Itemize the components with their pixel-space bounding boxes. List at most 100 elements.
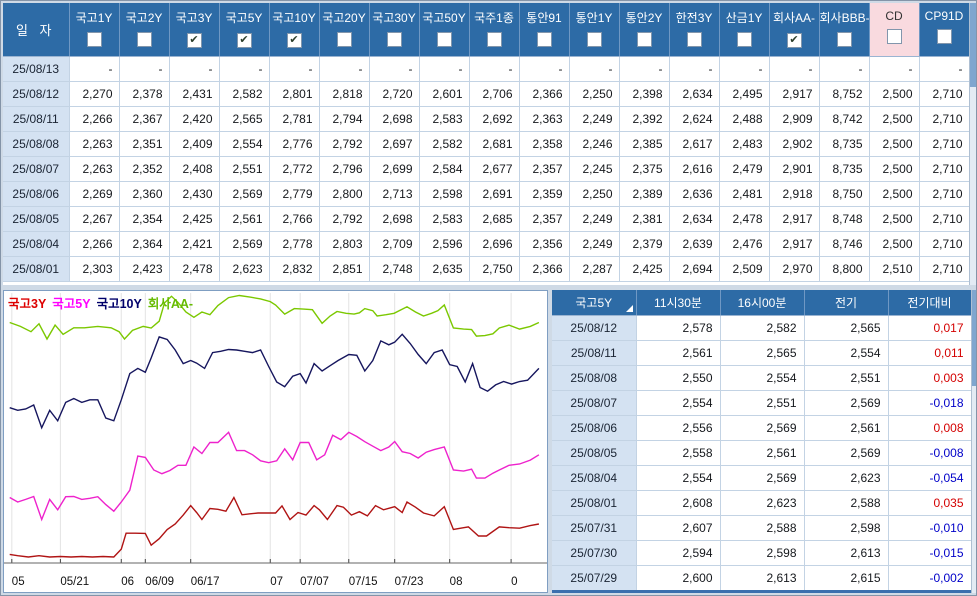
detail-row[interactable]: 25/08/12 2,578 2,582 2,565 0,017 [552, 315, 972, 341]
column-checkbox[interactable] [536, 32, 552, 47]
main-table-scrollbar[interactable] [969, 3, 976, 285]
column-checkbox[interactable]: ✔ [186, 33, 202, 48]
detail-row[interactable]: 25/07/30 2,594 2,598 2,613 -0,015 [552, 540, 972, 566]
column-header[interactable]: CP91D [919, 3, 970, 57]
detail-cell-diff: -0,015 [888, 540, 972, 566]
column-checkbox[interactable]: ✔ [286, 33, 302, 48]
cell-value: 2,582 [419, 131, 470, 157]
column-header[interactable]: 산금1Y [719, 3, 770, 57]
column-header[interactable]: 통안91 [519, 3, 570, 57]
cell-value: 2,750 [469, 256, 520, 282]
column-header[interactable]: 국고5Y ✔ [219, 3, 270, 57]
detail-cell-prev: 2,569 [804, 390, 889, 416]
detail-row[interactable]: 25/08/07 2,554 2,551 2,569 -0,018 [552, 390, 972, 416]
row-date: 25/08/06 [3, 181, 70, 207]
detail-cell-prev: 2,613 [804, 540, 889, 566]
detail-table-scrollbar[interactable] [971, 290, 976, 593]
date-column-header: 일 자 [3, 3, 70, 57]
detail-column-header[interactable]: 16시00분 [720, 290, 805, 316]
cell-value: 2,509 [719, 256, 770, 282]
row-date: 25/08/08 [3, 131, 70, 157]
column-header[interactable]: 국고1Y [69, 3, 120, 57]
column-header[interactable]: 국고3Y ✔ [169, 3, 220, 57]
cell-value: 2,582 [219, 81, 270, 107]
column-checkbox[interactable] [686, 32, 702, 47]
detail-column-header[interactable]: 전기대비 [888, 290, 972, 316]
table-row[interactable]: 25/08/04 2,266 2,364 2,421 2,569 2,778 2,803 2,… [3, 231, 970, 257]
table-row[interactable]: 25/08/01 2,303 2,423 2,478 2,623 2,832 2,851 2,… [3, 256, 970, 282]
detail-row[interactable]: 25/08/08 2,550 2,554 2,551 0,003 [552, 365, 972, 391]
column-checkbox[interactable] [386, 32, 402, 47]
detail-row[interactable]: 25/07/31 2,607 2,588 2,598 -0,010 [552, 515, 972, 541]
column-checkbox[interactable] [586, 32, 602, 47]
column-checkbox[interactable] [136, 32, 152, 47]
cell-value: 2,583 [419, 106, 470, 132]
x-tick-label: 07/07 [300, 576, 329, 588]
cell-value: 2,710 [919, 156, 970, 182]
cell-value: 2,378 [119, 81, 170, 107]
table-row[interactable]: 25/08/08 2,263 2,351 2,409 2,554 2,776 2,792 2,… [3, 131, 970, 157]
cell-value: - [169, 56, 220, 82]
table-row[interactable]: 25/08/13- - - - - - - - - - - - - - - - - - [3, 56, 970, 82]
column-header[interactable]: 회사AA- ✔ [769, 3, 820, 57]
column-checkbox[interactable] [336, 32, 352, 47]
detail-row[interactable]: 25/08/05 2,558 2,561 2,569 -0,008 [552, 440, 972, 466]
column-checkbox[interactable]: ✔ [786, 33, 802, 48]
column-checkbox[interactable]: ✔ [236, 33, 252, 48]
column-header[interactable]: 회사BBB- [819, 3, 870, 57]
table-row[interactable]: 25/08/07 2,263 2,352 2,408 2,551 2,772 2,796 2,… [3, 156, 970, 182]
cell-value: 2,360 [119, 181, 170, 207]
column-header[interactable]: 국고20Y [319, 3, 370, 57]
cell-value: - [819, 56, 870, 82]
table-row[interactable]: 25/08/12 2,270 2,378 2,431 2,582 2,801 2,818 2,… [3, 81, 970, 107]
table-row[interactable]: 25/08/11 2,266 2,367 2,420 2,565 2,781 2,794 2,… [3, 106, 970, 132]
detail-cell-prev: 2,588 [804, 490, 889, 516]
column-header[interactable]: 통안2Y [619, 3, 670, 57]
cell-value: 2,500 [869, 156, 920, 182]
detail-column-header[interactable]: 전기 [804, 290, 889, 316]
legend-item: 회사AA- [147, 297, 194, 311]
detail-cell-1600: 2,598 [720, 540, 805, 566]
detail-cell-diff: 0,017 [888, 315, 972, 341]
main-table-scrollbar-thumb[interactable] [970, 3, 976, 87]
column-header[interactable]: 국주1종 [469, 3, 520, 57]
main-table-body: 25/08/13- - - - - - - - - - - - - - - - - -25/08/12 2,270 2… [3, 56, 970, 282]
column-label: 회사AA- [772, 11, 816, 25]
column-checkbox[interactable] [436, 32, 452, 47]
detail-row[interactable]: 25/08/11 2,561 2,565 2,554 0,011 [552, 340, 972, 366]
cell-value: 2,481 [719, 181, 770, 207]
detail-row[interactable]: 25/08/06 2,556 2,569 2,561 0,008 [552, 415, 972, 441]
cell-value: 2,569 [219, 231, 270, 257]
cell-value: 8,735 [819, 156, 870, 182]
x-tick-label: 06 [121, 576, 135, 588]
x-tick-label: 08 [449, 576, 463, 588]
column-header[interactable]: 국고50Y [419, 3, 470, 57]
column-header[interactable]: CD [869, 3, 920, 57]
table-row[interactable]: 25/08/05 2,267 2,354 2,425 2,561 2,766 2,792 2,… [3, 206, 970, 232]
column-checkbox[interactable] [886, 29, 902, 44]
column-checkbox[interactable] [486, 32, 502, 47]
column-checkbox[interactable] [86, 32, 102, 47]
main-table: 일 자 국고1Y 국고2Y 국고3Y ✔ 국고5Y ✔ 국고10Y ✔ 국고20Y 국고30Y 국고5… [3, 3, 970, 282]
column-checkbox[interactable] [636, 32, 652, 47]
detail-row[interactable]: 25/07/29 2,600 2,613 2,615 -0,002 [552, 565, 972, 591]
column-checkbox[interactable] [836, 32, 852, 47]
table-row[interactable]: 25/08/06 2,269 2,360 2,430 2,569 2,779 2,800 2,… [3, 181, 970, 207]
column-header[interactable]: 국고10Y ✔ [269, 3, 320, 57]
column-checkbox[interactable] [936, 29, 952, 44]
cell-value: 2,713 [369, 181, 420, 207]
detail-key-column-header[interactable]: 국고5Y [552, 290, 637, 316]
detail-row[interactable]: 25/08/04 2,554 2,569 2,623 -0,054 [552, 465, 972, 491]
column-checkbox[interactable] [736, 32, 752, 47]
detail-column-header[interactable]: 11시30분 [636, 290, 721, 316]
detail-row[interactable]: 25/08/01 2,608 2,623 2,588 0,035 [552, 490, 972, 516]
column-header[interactable]: 한전3Y [669, 3, 720, 57]
detail-table-scrollbar-thumb[interactable] [972, 290, 976, 386]
cell-value: 2,917 [769, 231, 820, 257]
column-header[interactable]: 통안1Y [569, 3, 620, 57]
x-tick-label: 05 [11, 576, 25, 588]
yield-table-panel: 일 자 국고1Y 국고2Y 국고3Y ✔ 국고5Y ✔ 국고10Y ✔ 국고20Y 국고30Y 국고5… [3, 3, 970, 285]
column-header[interactable]: 국고30Y [369, 3, 420, 57]
cell-value: 8,748 [819, 206, 870, 232]
column-header[interactable]: 국고2Y [119, 3, 170, 57]
